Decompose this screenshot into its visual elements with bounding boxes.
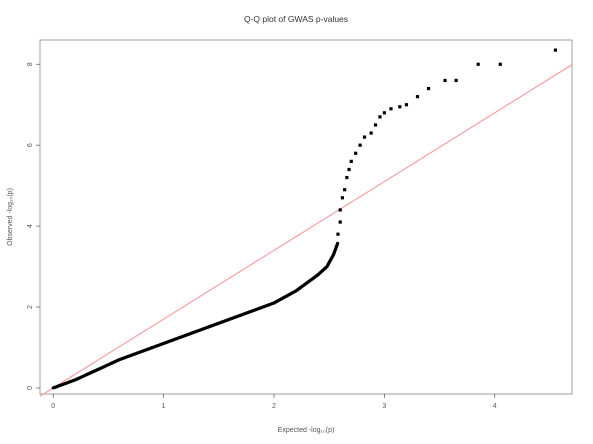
data-point — [553, 48, 558, 52]
data-point — [354, 151, 358, 155]
data-point — [389, 107, 393, 111]
points — [51, 48, 558, 390]
data-point — [404, 103, 409, 107]
chart-title: Q-Q plot of GWAS p-values — [244, 14, 348, 24]
data-point — [349, 159, 353, 163]
data-point — [338, 220, 342, 224]
x-tick-label: 0 — [51, 403, 55, 410]
data-point — [382, 111, 386, 115]
y-tick-label: 4 — [27, 224, 34, 228]
x-tick-label: 1 — [162, 403, 166, 410]
reference-line — [39, 64, 573, 397]
data-point — [343, 188, 347, 192]
y-tick-label: 6 — [27, 143, 34, 147]
x-tick-label: 3 — [382, 403, 386, 410]
x-axis: 0 1 2 3 4 — [51, 394, 497, 410]
data-point — [373, 123, 378, 127]
data-point — [336, 232, 340, 236]
data-point — [454, 78, 458, 83]
x-tick-label: 4 — [493, 403, 497, 410]
data-point — [415, 95, 420, 99]
y-tick-label: 8 — [27, 62, 34, 66]
plot-frame — [39, 39, 573, 395]
data-point — [443, 78, 447, 83]
y-axis-label: Observed -log₁₀(p) — [7, 188, 14, 246]
y-axis: 0 2 4 6 8 — [27, 62, 40, 390]
y-tick-label: 0 — [27, 386, 34, 390]
data-point — [476, 62, 480, 66]
plot-area — [39, 48, 573, 397]
data-point — [362, 135, 367, 139]
data-point — [398, 105, 402, 109]
data-point — [338, 208, 342, 212]
data-point — [369, 131, 373, 135]
data-point — [378, 115, 382, 119]
data-point — [347, 167, 351, 172]
data-point — [426, 86, 431, 91]
data-point — [358, 143, 362, 147]
y-tick-label: 2 — [27, 305, 34, 309]
data-point — [336, 241, 340, 245]
x-tick-label: 2 — [272, 403, 276, 410]
data-point — [345, 175, 349, 180]
data-point — [498, 62, 502, 66]
x-axis-label: Expected -log₁₀(p) — [278, 427, 335, 434]
data-point — [340, 196, 345, 200]
